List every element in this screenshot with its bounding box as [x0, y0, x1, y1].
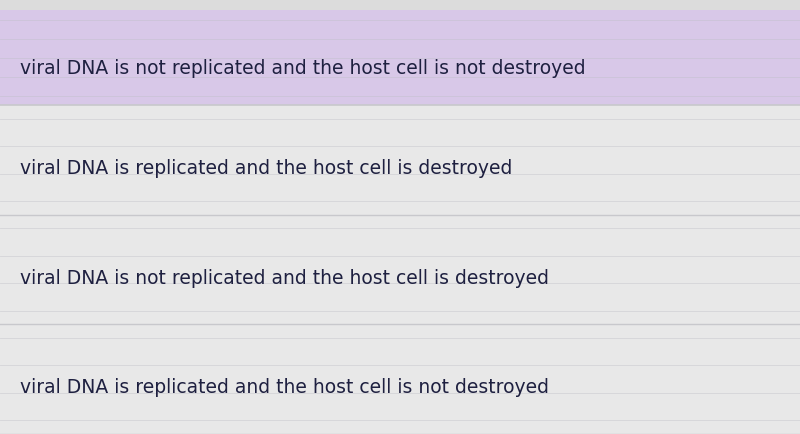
Text: viral DNA is not replicated and the host cell is destroyed: viral DNA is not replicated and the host…	[20, 269, 549, 288]
Bar	[0, 10, 800, 105]
Text: viral DNA is not replicated and the host cell is not destroyed: viral DNA is not replicated and the host…	[20, 59, 586, 79]
Bar	[0, 0, 800, 10]
Bar	[0, 105, 800, 215]
Bar	[0, 215, 800, 324]
Text: viral DNA is replicated and the host cell is destroyed: viral DNA is replicated and the host cel…	[20, 159, 512, 178]
Text: viral DNA is replicated and the host cell is not destroyed: viral DNA is replicated and the host cel…	[20, 378, 549, 398]
Bar	[0, 324, 800, 434]
